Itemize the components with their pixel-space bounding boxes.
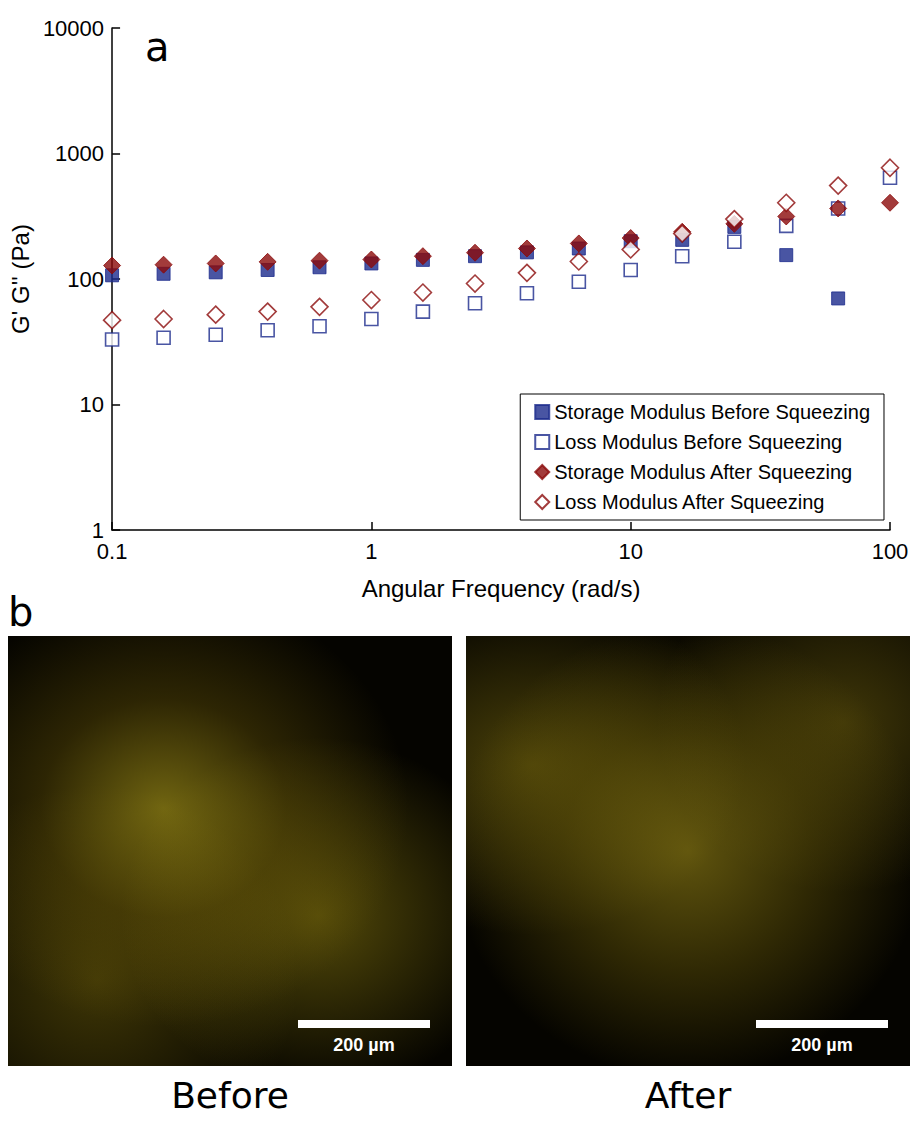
svg-text:1000: 1000 (55, 141, 104, 166)
html-text:Before: Before (171, 1075, 289, 1116)
svg-text:1: 1 (365, 539, 377, 564)
svg-text:10000: 10000 (43, 16, 104, 41)
svg-text:10: 10 (80, 392, 104, 417)
html-text:After: After (644, 1075, 732, 1116)
svg-text:Loss Modulus After Squeezing: Loss Modulus After Squeezing (554, 491, 824, 513)
svg-text:Storage Modulus After Squeezin: Storage Modulus After Squeezing (554, 461, 852, 483)
svg-text:10: 10 (618, 539, 642, 564)
svg-text:100: 100 (872, 539, 909, 564)
html-text:b: b (8, 589, 34, 635)
svg-text:100: 100 (67, 267, 104, 292)
svg-text:1: 1 (91, 517, 105, 543)
svg-text:0.1: 0.1 (97, 539, 128, 564)
html-text:200 µm: 200 µm (333, 1035, 395, 1055)
svg-text:Angular Frequency (rad/s): Angular Frequency (rad/s) (362, 575, 641, 602)
svg-text:Storage Modulus Before Squeezi: Storage Modulus Before Squeezing (554, 401, 870, 423)
svg-text:G' G'' (Pa): G' G'' (Pa) (7, 224, 34, 334)
svg-text:a: a (145, 24, 170, 70)
html-text:200 µm: 200 µm (791, 1035, 853, 1055)
svg-text:Loss Modulus Before Squeezing: Loss Modulus Before Squeezing (554, 431, 842, 453)
